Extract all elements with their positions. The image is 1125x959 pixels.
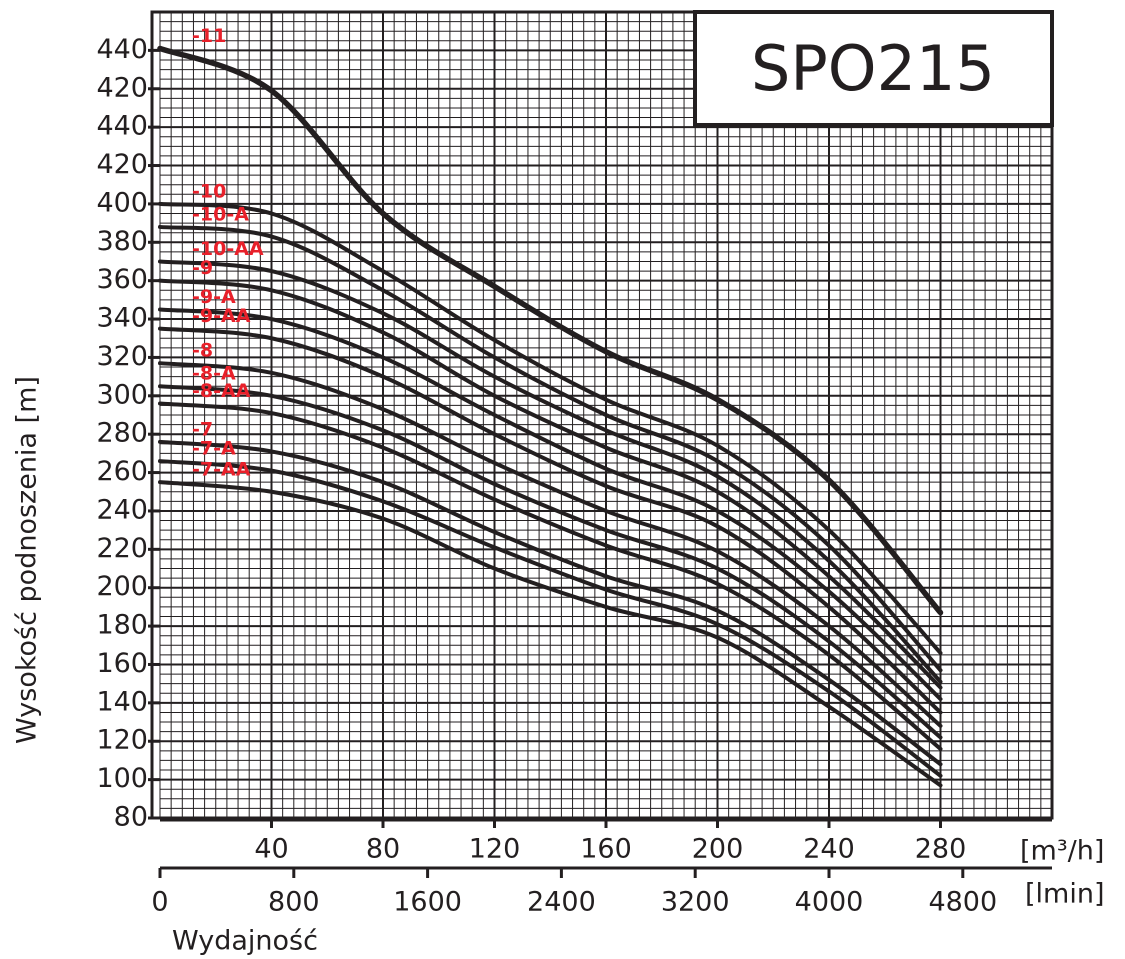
series-label: -10-A: [192, 203, 249, 225]
y-tick-label: 100: [96, 763, 148, 794]
series-label: -9: [192, 257, 213, 279]
x2-tick-label: 2400: [527, 887, 596, 918]
series-label: -7-AA: [192, 459, 251, 481]
x2-tick-label: 800: [268, 887, 320, 918]
series-label: -10: [192, 180, 226, 202]
series-label: -10-AA: [192, 238, 264, 260]
pump-curve: [158, 224, 943, 673]
series-label: -11: [192, 25, 226, 47]
pump-curve: [158, 459, 943, 778]
y-tick-label: 140: [96, 686, 148, 717]
x-tick-label: 240: [803, 834, 855, 865]
x2-tick-label: 4000: [795, 887, 864, 918]
y-tick-label: 420: [96, 72, 148, 103]
y-tick-label: 240: [96, 494, 148, 525]
y-tick-label: 80: [114, 802, 148, 833]
title-box: [693, 10, 1054, 127]
y-tick-label: 280: [96, 418, 148, 449]
labels: 80 100 120 140 160 180 200 220 240 260 280 300 320 34…: [96, 25, 997, 918]
y-tick-label: 360: [96, 264, 148, 295]
y-tick-label: 400: [96, 187, 148, 218]
pump-curve: [158, 278, 943, 690]
pump-curve: [157, 45, 944, 616]
x-tick-label: 160: [580, 834, 632, 865]
series-label: -9-AA: [192, 305, 251, 327]
pump-curve: [158, 259, 943, 684]
x-tick-label: 120: [469, 834, 521, 865]
x2-tick-label: 4800: [928, 887, 997, 918]
pump-curve: [158, 326, 943, 715]
x-tick-label: 280: [915, 834, 967, 865]
y-tick-label: 340: [96, 303, 148, 334]
y-tick-label: 260: [96, 456, 148, 487]
pump-curve: [158, 307, 943, 702]
y-tick-label: 440: [96, 111, 148, 142]
y-tick-label: 380: [96, 226, 148, 257]
x-tick-label: 200: [692, 834, 744, 865]
chart-title: SPO215: [751, 32, 995, 105]
x-tick-label: 40: [254, 834, 288, 865]
pump-curve: [158, 401, 943, 751]
y-tick-label: 300: [96, 379, 148, 410]
pump-curve: [158, 201, 943, 655]
y-tick-label: 120: [96, 725, 148, 756]
series-label: -8-AA: [192, 380, 251, 402]
pump-curve: [158, 439, 943, 767]
y-tick-label: 220: [96, 533, 148, 564]
series-label: -7-A: [192, 438, 236, 460]
series-label: -8: [192, 340, 213, 362]
curves: [157, 45, 944, 788]
x-tick-label: 80: [366, 834, 400, 865]
x2-tick-label: 1600: [393, 887, 462, 918]
grid: [148, 10, 1054, 878]
y-tick-label: 160: [96, 648, 148, 679]
x2-unit: [lmin]: [1025, 879, 1104, 910]
series-label: -8-A: [192, 363, 236, 385]
plot-frame: [150, 10, 1054, 820]
x-unit: [m³/h]: [1020, 836, 1104, 867]
x2-tick-label: 0: [151, 887, 168, 918]
pump-curve: [158, 384, 943, 740]
pump-curve: [158, 480, 943, 788]
y-tick-label: 440: [96, 34, 148, 65]
y-tick-label: 180: [96, 610, 148, 641]
series-label: -7: [192, 418, 213, 440]
x-axis-title: Wydajność: [172, 926, 318, 957]
y-tick-label: 420: [96, 149, 148, 180]
y-tick-label: 320: [96, 341, 148, 372]
y-tick-label: 200: [96, 571, 148, 602]
series-label: -9-A: [192, 286, 236, 308]
y-axis-title: Wysokość podnoszenia [m]: [12, 376, 43, 744]
pump-curve: [158, 361, 943, 728]
x2-tick-label: 3200: [661, 887, 730, 918]
